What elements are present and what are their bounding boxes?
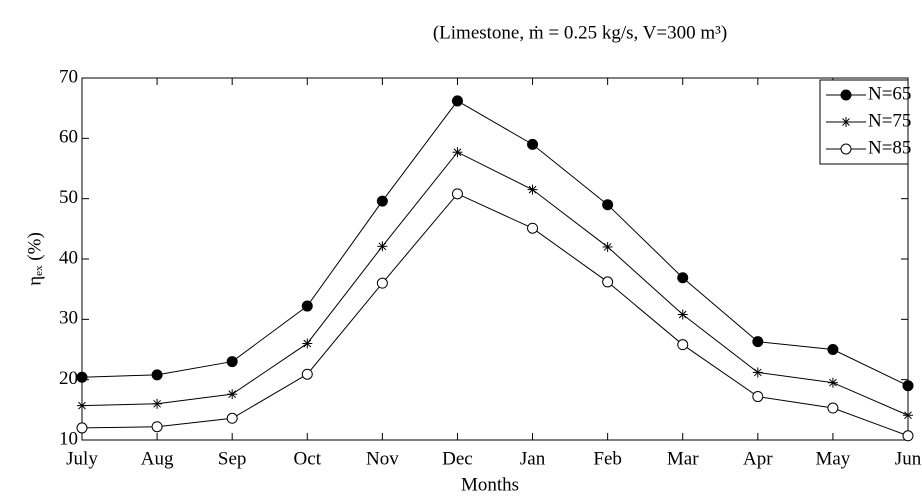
marker	[77, 400, 87, 411]
y-tick-label: 60	[59, 127, 78, 148]
marker-stroke	[829, 378, 837, 387]
x-tick-label: Dec	[442, 448, 473, 469]
x-tick-label: Mar	[667, 448, 699, 469]
marker	[902, 380, 914, 392]
x-tick-label: Apr	[743, 448, 773, 469]
marker	[226, 356, 238, 368]
marker	[602, 241, 613, 252]
marker	[903, 410, 913, 421]
series-line	[81, 151, 909, 416]
legend-label: N=85	[868, 137, 911, 158]
x-tick-label: Oct	[294, 448, 322, 469]
marker	[677, 339, 689, 351]
series-line	[81, 100, 909, 387]
marker	[752, 367, 763, 378]
marker	[301, 368, 313, 380]
marker	[152, 398, 163, 409]
marker-stroke	[378, 242, 387, 251]
marker	[840, 89, 852, 101]
marker	[527, 222, 539, 234]
marker-stroke	[904, 411, 912, 420]
x-tick-label: Jun	[895, 448, 922, 469]
marker	[827, 344, 839, 355]
series-line	[81, 193, 909, 437]
legend-label: N=75	[868, 110, 911, 131]
x-tick-label: Feb	[593, 448, 622, 469]
marker	[677, 272, 689, 284]
y-tick-label: 30	[59, 308, 78, 329]
marker	[151, 421, 163, 433]
marker	[602, 276, 614, 288]
marker	[752, 391, 764, 403]
marker	[376, 195, 388, 207]
marker	[151, 369, 163, 381]
marker	[827, 402, 839, 414]
marker-stroke	[303, 339, 312, 348]
marker-stroke	[453, 148, 462, 157]
y-tick-label: 70	[59, 66, 78, 87]
marker	[301, 300, 313, 312]
marker	[527, 138, 539, 150]
marker	[451, 188, 463, 200]
marker	[677, 309, 688, 320]
marker	[827, 377, 838, 388]
marker	[451, 95, 463, 107]
x-axis-label: Months	[461, 474, 519, 495]
marker-stroke	[228, 390, 237, 399]
y-tick-label: 50	[59, 187, 78, 208]
y-axis-label: ηₑₓ (%)	[24, 232, 45, 286]
marker	[527, 184, 538, 195]
y-tick-label: 10	[59, 428, 78, 449]
x-tick-label: May	[815, 448, 850, 469]
marker	[452, 147, 463, 158]
marker-stroke	[603, 243, 612, 251]
x-tick-label: Nov	[366, 448, 399, 469]
marker	[302, 338, 313, 349]
y-tick-label: 40	[59, 247, 78, 268]
marker	[226, 412, 238, 424]
marker	[841, 117, 851, 127]
x-tick-label: July	[66, 448, 98, 469]
marker-stroke	[153, 399, 161, 408]
marker-stroke	[528, 185, 537, 194]
marker	[752, 336, 764, 348]
marker	[377, 241, 388, 252]
marker	[376, 277, 388, 289]
marker	[602, 199, 614, 211]
x-tick-label: Jan	[520, 448, 546, 469]
chart-title: (Limestone, ṁ = 0.25 kg/s, V=300 m³)	[433, 22, 727, 43]
marker-stroke	[78, 401, 86, 410]
marker-stroke	[842, 118, 850, 126]
y-tick-label: 20	[59, 368, 78, 389]
marker	[902, 430, 914, 442]
plot-frame	[81, 77, 909, 441]
marker	[840, 143, 852, 155]
marker-stroke	[753, 368, 762, 377]
marker	[227, 389, 238, 400]
marker	[76, 422, 88, 434]
marker	[76, 371, 88, 383]
x-tick-label: Aug	[141, 448, 174, 469]
x-tick-label: Sep	[218, 448, 247, 469]
marker-stroke	[678, 310, 687, 319]
legend-label: N=65	[868, 83, 911, 104]
